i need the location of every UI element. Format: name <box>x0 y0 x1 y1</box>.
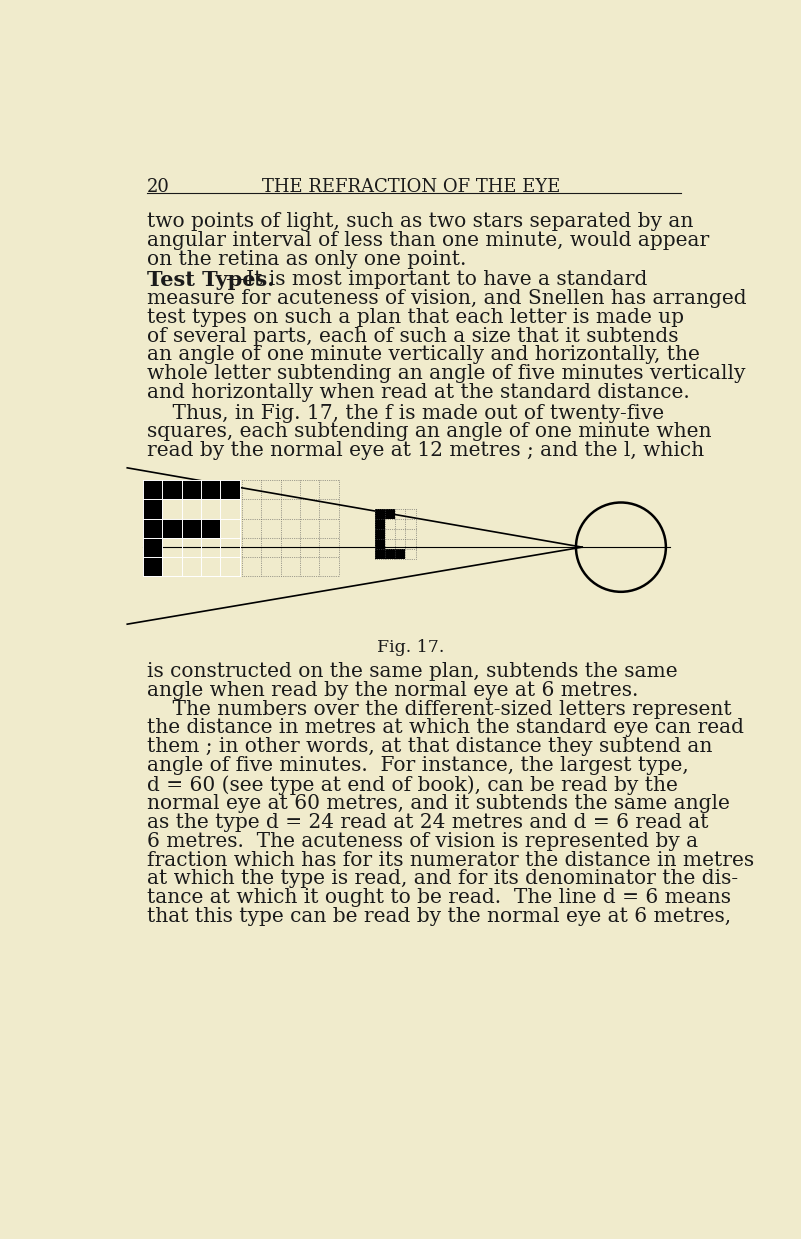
Text: fraction which has for its numerator the distance in metres: fraction which has for its numerator the… <box>147 850 754 870</box>
Text: angle when read by the normal eye at 6 metres.: angle when read by the normal eye at 6 m… <box>147 680 638 700</box>
Text: that this type can be read by the normal eye at 6 metres,: that this type can be read by the normal… <box>147 907 731 926</box>
Text: The numbers over the different-sized letters represent: The numbers over the different-sized let… <box>147 700 731 719</box>
Text: angle of five minutes.  For instance, the largest type,: angle of five minutes. For instance, the… <box>147 756 688 776</box>
Bar <box>182 481 201 499</box>
Bar <box>375 519 385 529</box>
Bar <box>385 509 396 519</box>
Text: Test Types.: Test Types. <box>147 270 274 290</box>
Bar <box>143 538 162 558</box>
Bar <box>143 499 162 519</box>
Text: THE REFRACTION OF THE EYE: THE REFRACTION OF THE EYE <box>262 178 560 196</box>
Text: the distance in metres at which the standard eye can read: the distance in metres at which the stan… <box>147 719 743 737</box>
Text: tance at which it ought to be read.  The line d = 6 means: tance at which it ought to be read. The … <box>147 888 731 907</box>
Text: at which the type is read, and for its denominator the dis-: at which the type is read, and for its d… <box>147 870 738 888</box>
Bar <box>201 481 220 499</box>
Text: squares, each subtending an angle of one minute when: squares, each subtending an angle of one… <box>147 422 711 441</box>
Text: —It is most important to have a standard: —It is most important to have a standard <box>226 270 647 289</box>
Bar <box>201 519 220 538</box>
Text: read by the normal eye at 12 metres ; and the l, which: read by the normal eye at 12 metres ; an… <box>147 441 704 460</box>
Text: an angle of one minute vertically and horizontally, the: an angle of one minute vertically and ho… <box>147 346 699 364</box>
Text: and horizontally when read at the standard distance.: and horizontally when read at the standa… <box>147 383 690 403</box>
Text: whole letter subtending an angle of five minutes vertically: whole letter subtending an angle of five… <box>147 364 745 383</box>
Text: 6 metres.  The acuteness of vision is represented by a: 6 metres. The acuteness of vision is rep… <box>147 831 698 851</box>
Bar <box>385 549 396 559</box>
Text: angular interval of less than one minute, would appear: angular interval of less than one minute… <box>147 230 709 250</box>
Bar <box>375 549 385 559</box>
Text: them ; in other words, at that distance they subtend an: them ; in other words, at that distance … <box>147 737 712 756</box>
Text: of several parts, each of such a size that it subtends: of several parts, each of such a size th… <box>147 327 678 346</box>
Bar <box>375 529 385 539</box>
Text: test types on such a plan that each letter is made up: test types on such a plan that each lett… <box>147 307 683 327</box>
Text: two points of light, such as two stars separated by an: two points of light, such as two stars s… <box>147 212 693 230</box>
Bar <box>143 558 162 576</box>
Text: as the type d = 24 read at 24 metres and d = 6 read at: as the type d = 24 read at 24 metres and… <box>147 813 708 831</box>
Bar <box>162 519 182 538</box>
Text: d = 60 (see type at end of book), can be read by the: d = 60 (see type at end of book), can be… <box>147 776 678 794</box>
Text: is constructed on the same plan, subtends the same: is constructed on the same plan, subtend… <box>147 662 678 681</box>
Bar <box>143 519 162 538</box>
Bar <box>375 539 385 549</box>
Text: Thus, in Fig. 17, the f is made out of twenty-five: Thus, in Fig. 17, the f is made out of t… <box>147 404 664 422</box>
Bar <box>182 519 201 538</box>
Bar <box>162 481 182 499</box>
Text: on the retina as only one point.: on the retina as only one point. <box>147 249 466 269</box>
Bar <box>220 481 239 499</box>
Bar <box>396 549 405 559</box>
Bar <box>375 509 385 519</box>
Text: normal eye at 60 metres, and it subtends the same angle: normal eye at 60 metres, and it subtends… <box>147 794 730 813</box>
Text: measure for acuteness of vision, and Snellen has arranged: measure for acuteness of vision, and Sne… <box>147 289 747 307</box>
Bar <box>143 481 162 499</box>
Text: 20: 20 <box>147 178 170 196</box>
Text: Fig. 17.: Fig. 17. <box>377 639 445 655</box>
